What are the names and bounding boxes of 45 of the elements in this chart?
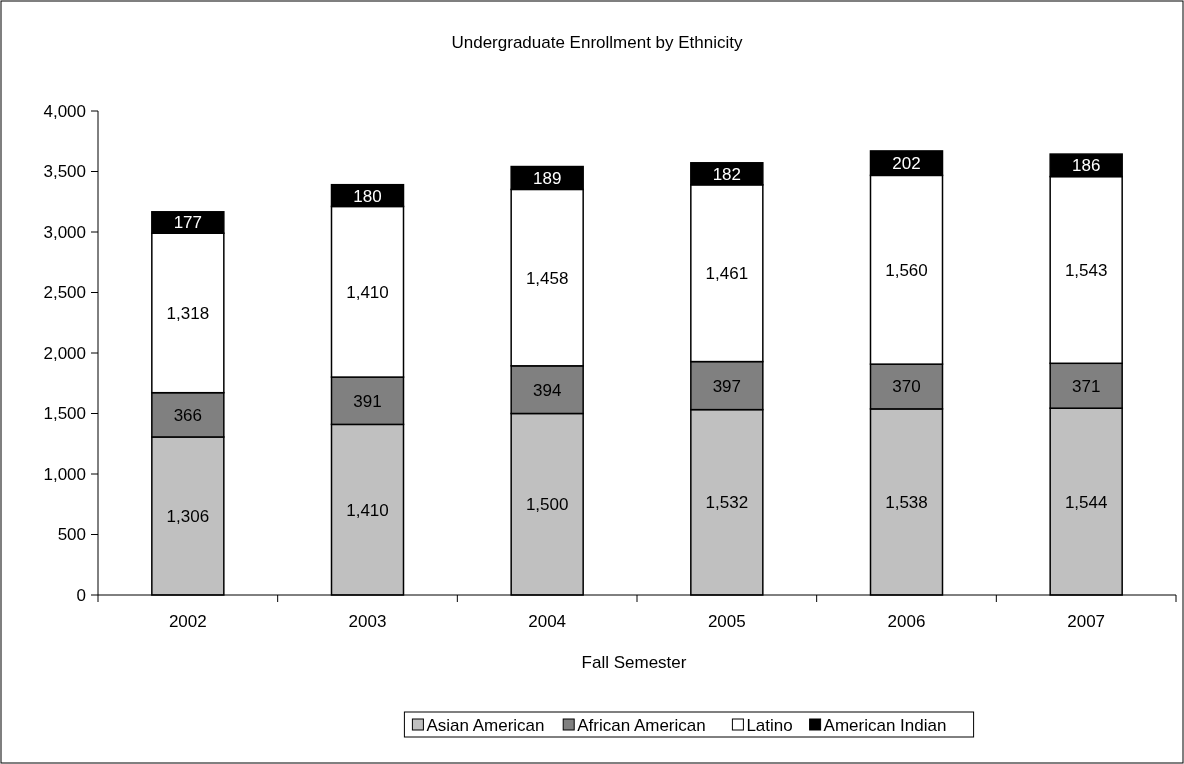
data-label: 186 <box>1071 156 1101 176</box>
x-axis-title: Fall Semester <box>581 653 687 672</box>
data-label: 1,544 <box>1064 492 1108 512</box>
data-label: 182 <box>712 164 742 184</box>
data-label: 202 <box>892 154 921 174</box>
y-tick-label: 500 <box>57 525 86 545</box>
x-tick-label: 2007 <box>1067 612 1106 631</box>
y-tick-label: 1,000 <box>43 464 86 484</box>
data-label: 1,458 <box>525 268 569 288</box>
data-label: 1,306 <box>166 506 210 526</box>
x-tick-label: 2002 <box>168 612 207 631</box>
data-label: 1,461 <box>705 264 749 284</box>
data-label: 394 <box>532 380 562 400</box>
data-label: 370 <box>892 377 921 397</box>
x-tick-label: 2004 <box>528 612 567 631</box>
y-tick-label: 2,500 <box>43 283 86 303</box>
y-tick-label: 1,500 <box>43 404 86 424</box>
data-label: 189 <box>532 168 562 188</box>
data-label: 1,410 <box>346 282 389 302</box>
legend-label: African American <box>577 715 706 735</box>
y-tick-label: 2,000 <box>43 343 86 363</box>
data-label: 371 <box>1071 376 1101 396</box>
legend-label: American Indian <box>823 715 947 735</box>
data-label: 177 <box>173 213 203 233</box>
data-label: 1,500 <box>525 495 569 515</box>
data-label: 1,532 <box>705 493 749 513</box>
data-label: 1,538 <box>885 492 928 512</box>
x-tick-label: 2006 <box>887 612 926 631</box>
data-label: 1,543 <box>1064 260 1108 280</box>
legend-label: Asian American <box>426 715 545 735</box>
legend-label: Latino <box>746 715 793 735</box>
x-tick-label: 2003 <box>348 612 387 631</box>
data-label: 1,318 <box>166 303 210 323</box>
chart-title: Undergraduate Enrollment by Ethnicity <box>451 33 744 52</box>
y-tick-label: 3,500 <box>43 162 86 182</box>
data-label: 1,410 <box>346 500 389 520</box>
x-tick-label: 2005 <box>707 612 746 631</box>
data-label: 1,560 <box>885 260 928 280</box>
data-label: 180 <box>353 186 382 206</box>
data-label: 397 <box>712 376 742 396</box>
y-tick-label: 4,000 <box>43 101 86 121</box>
y-tick-label: 3,000 <box>43 222 86 242</box>
y-tick-label: 0 <box>76 585 86 605</box>
data-label: 366 <box>173 405 203 425</box>
data-label: 391 <box>353 391 382 411</box>
